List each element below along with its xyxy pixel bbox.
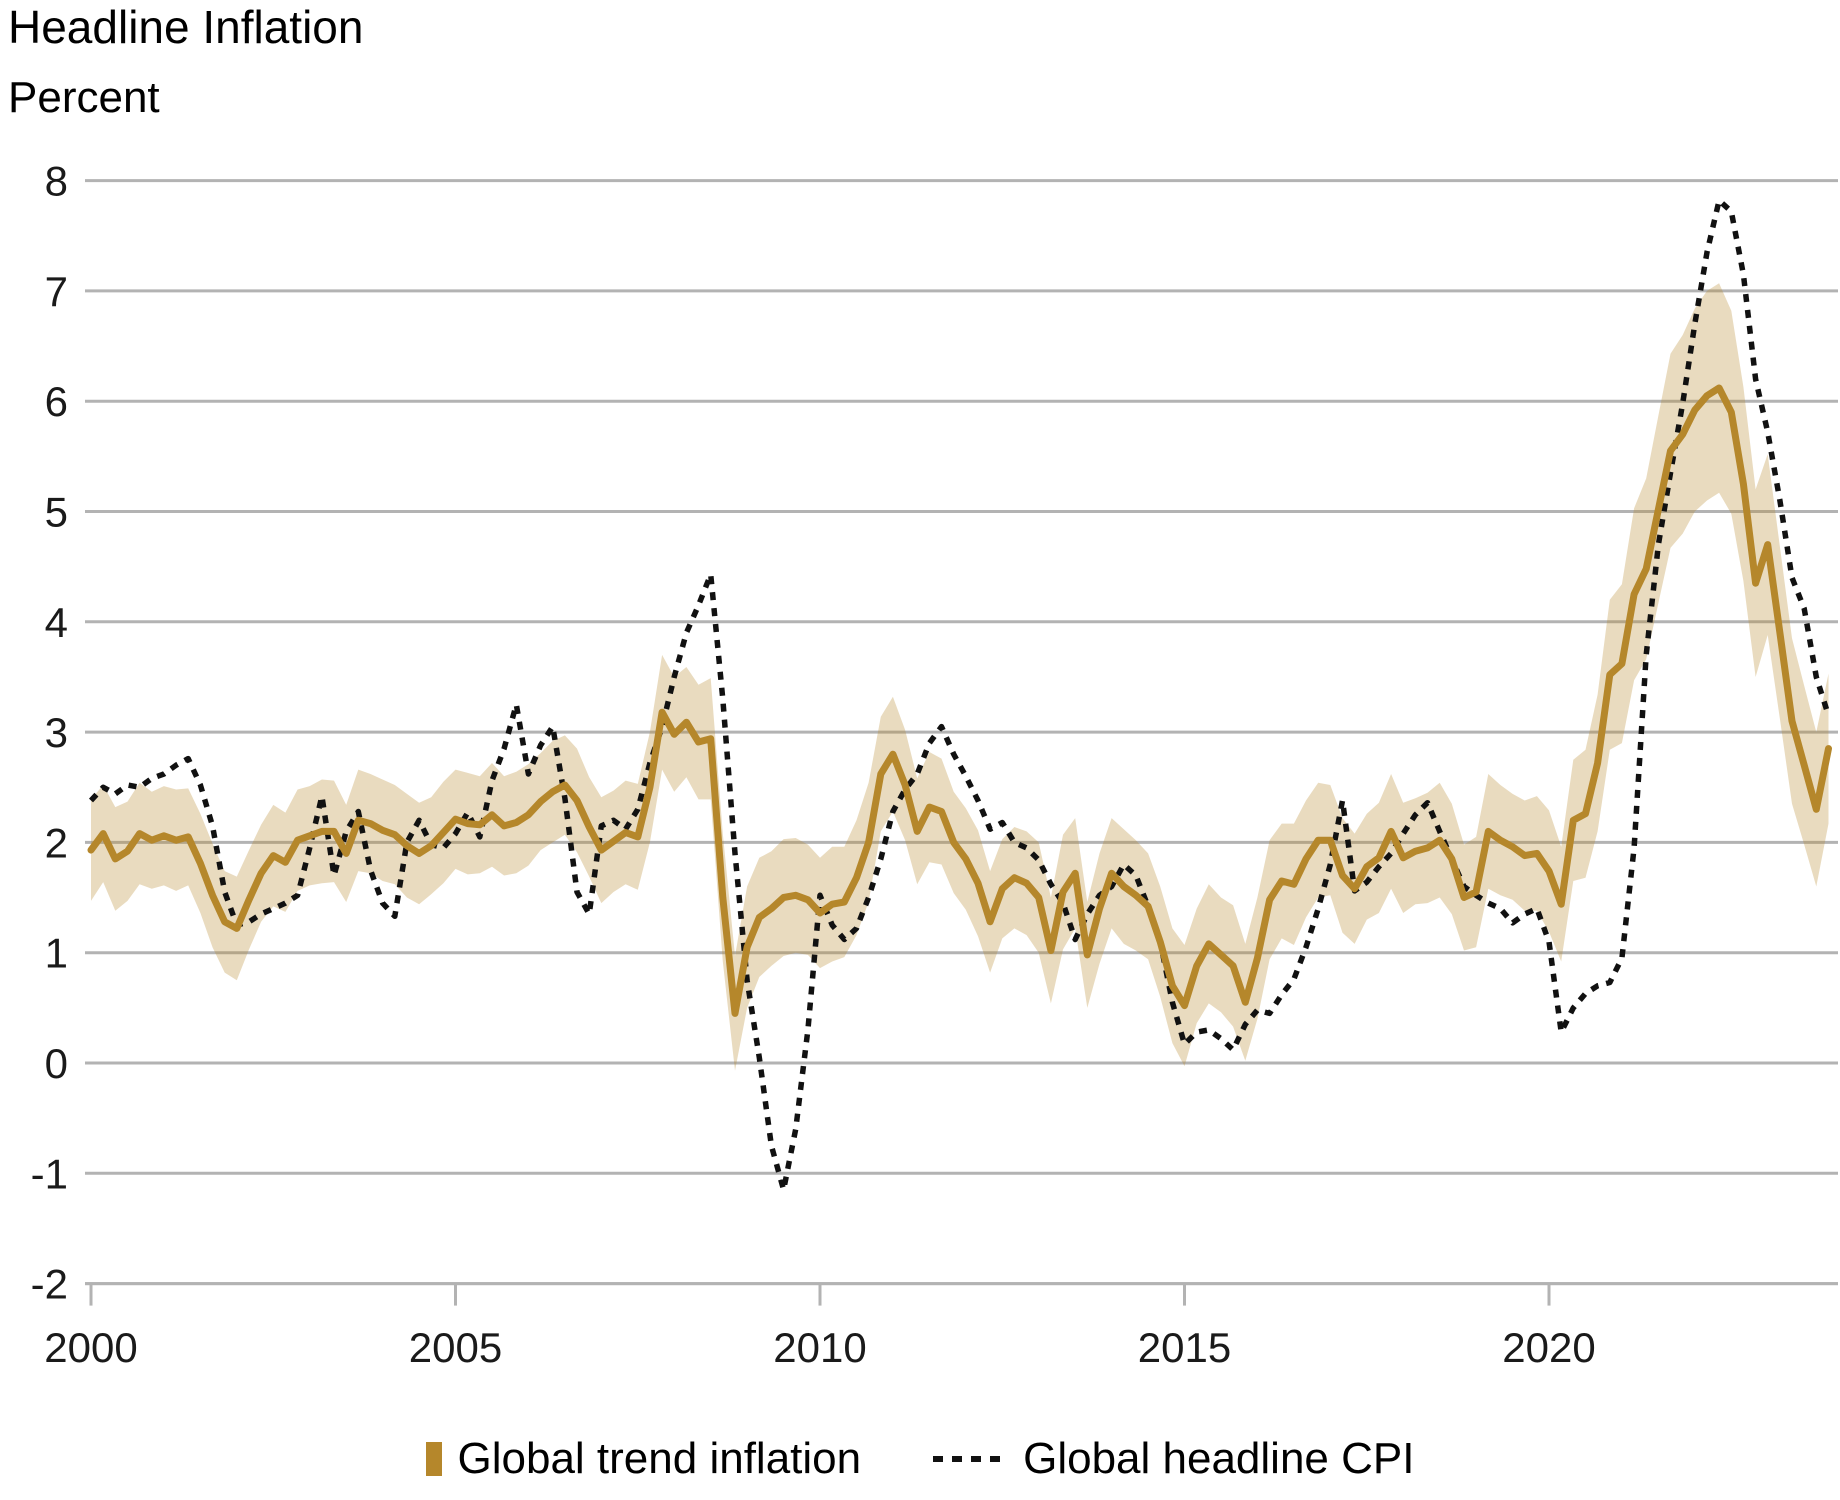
legend-item-trend: Global trend inflation	[425, 1434, 862, 1484]
x-tick-label-2010: 2010	[773, 1324, 866, 1371]
legend-item-cpi: Global headline CPI	[933, 1434, 1414, 1484]
y-tick-label-2: 2	[45, 819, 68, 866]
legend-trend-label: Global trend inflation	[457, 1434, 862, 1483]
trend-confidence-band	[91, 283, 1829, 1071]
y-tick-label-8: 8	[45, 158, 68, 205]
y-tick-label--2: -2	[31, 1261, 68, 1308]
legend: Global trend inflation Global headline C…	[0, 1434, 1840, 1484]
y-tick-label-6: 6	[45, 378, 68, 425]
chart-title: Headline Inflation	[8, 1, 364, 53]
y-tick-label-5: 5	[45, 489, 68, 536]
y-tick-label--1: -1	[31, 1150, 68, 1197]
y-tick-label-4: 4	[45, 599, 68, 646]
x-tick-label-2020: 2020	[1502, 1324, 1595, 1371]
y-tick-label-3: 3	[45, 709, 68, 756]
legend-cpi-label: Global headline CPI	[1023, 1434, 1415, 1483]
y-axis-unit-label: Percent	[8, 73, 160, 122]
y-tick-label-1: 1	[45, 930, 68, 977]
cpi-dashed-swatch-icon	[933, 1456, 1008, 1462]
x-tick-label-2015: 2015	[1138, 1324, 1231, 1371]
trend-line	[87, 384, 1832, 1017]
x-tick-label-2000: 2000	[44, 1324, 137, 1371]
trend-swatch-icon	[425, 1442, 442, 1476]
y-tick-label-0: 0	[45, 1040, 68, 1087]
x-tick-label-2005: 2005	[409, 1324, 502, 1371]
cpi-line	[88, 197, 1832, 1193]
y-tick-label-7: 7	[45, 268, 68, 315]
